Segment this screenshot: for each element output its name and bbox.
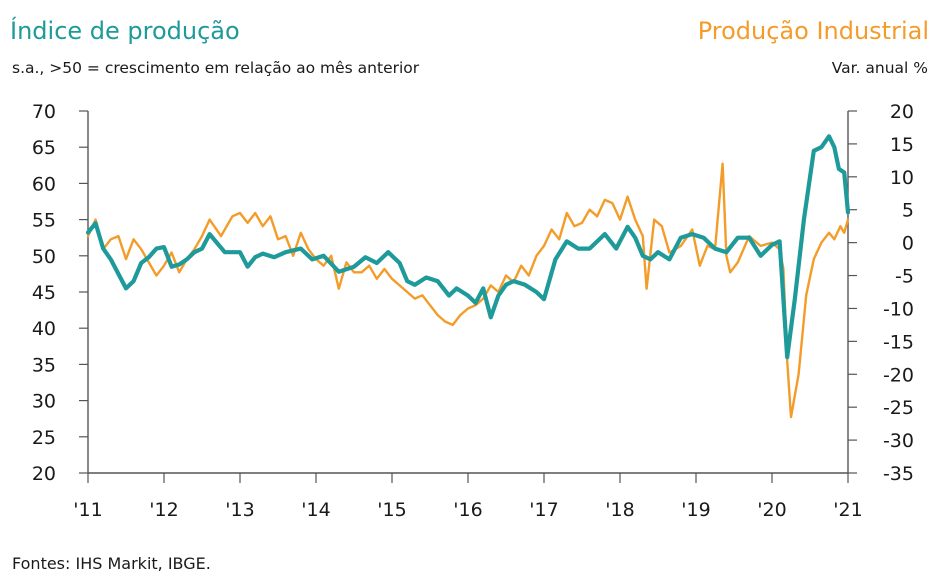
- x-tick-label: '19: [681, 499, 710, 521]
- series-group: [85, 134, 851, 419]
- right-axis-title: Produção Industrial: [698, 17, 929, 45]
- right-tick-label: -30: [883, 430, 914, 452]
- left-tick-label: 25: [32, 427, 56, 449]
- left-tick-label: 45: [32, 282, 56, 304]
- left-tick-label: 40: [32, 318, 56, 340]
- x-tick-label: '17: [529, 499, 558, 521]
- right-axis-subtitle: Var. anual %: [832, 59, 928, 77]
- right-tick-label: -15: [883, 331, 914, 353]
- x-tick-label: '15: [377, 499, 406, 521]
- right-tick-label: -10: [883, 298, 914, 320]
- x-tick-label: '18: [605, 499, 634, 521]
- left-tick-label: 65: [32, 137, 56, 159]
- left-tick-label: 55: [32, 210, 56, 232]
- right-tick-label: 20: [890, 101, 914, 123]
- left-tick-label: 50: [32, 246, 56, 268]
- right-tick-label: 5: [902, 200, 914, 222]
- right-tick-label: 15: [890, 134, 914, 156]
- x-tick-label: '16: [453, 499, 482, 521]
- x-tick-label: '21: [833, 499, 862, 521]
- right-tick-label: -25: [883, 397, 914, 419]
- left-tick-label: 70: [32, 101, 56, 123]
- x-tick-label: '12: [149, 499, 178, 521]
- left-tick-label: 35: [32, 354, 56, 376]
- left-tick-label: 60: [32, 173, 56, 195]
- chart-subtitle: s.a., >50 = crescimento em relação ao mê…: [12, 59, 420, 77]
- x-tick-label: '11: [73, 499, 102, 521]
- series-line-industrial-production: [86, 162, 850, 419]
- x-tick-label: '13: [225, 499, 254, 521]
- series-line-production-index: [85, 134, 851, 360]
- x-tick-label: '14: [301, 499, 330, 521]
- right-tick-label: 10: [890, 167, 914, 189]
- chart-title: Índice de produção: [10, 16, 240, 45]
- right-tick-label: 0: [902, 233, 914, 255]
- right-tick-label: -20: [883, 364, 914, 386]
- source-note: Fontes: IHS Markit, IBGE.: [12, 554, 211, 573]
- axes: 2025303540455055606570-35-30-25-20-15-10…: [32, 101, 914, 521]
- left-tick-label: 20: [32, 463, 56, 485]
- x-tick-label: '20: [757, 499, 786, 521]
- left-tick-label: 30: [32, 391, 56, 413]
- right-tick-label: -5: [895, 266, 914, 288]
- right-tick-label: -35: [883, 463, 914, 485]
